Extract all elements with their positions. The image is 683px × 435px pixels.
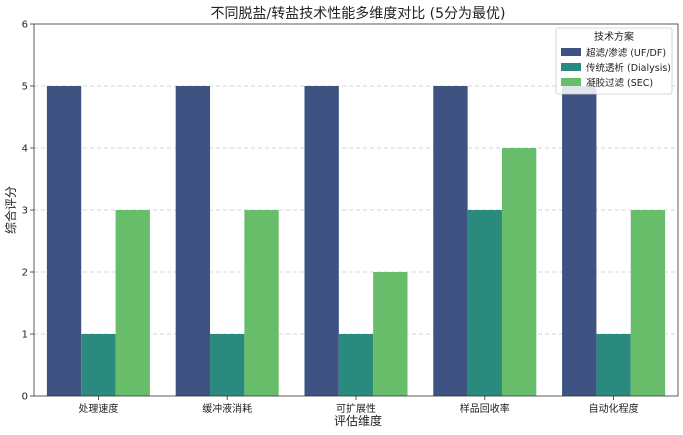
x-tick-label: 可扩展性 bbox=[336, 402, 376, 415]
x-axis-label: 评估维度 bbox=[334, 413, 382, 428]
bar bbox=[373, 272, 408, 396]
y-tick-label: 6 bbox=[22, 20, 28, 31]
bar bbox=[175, 86, 211, 396]
x-tick-label: 样品回收率 bbox=[460, 402, 510, 415]
bar bbox=[304, 86, 339, 396]
bar bbox=[467, 210, 502, 396]
x-tick-label: 自动化程度 bbox=[589, 402, 639, 415]
bar bbox=[596, 334, 631, 396]
bar bbox=[562, 86, 597, 396]
y-tick-label: 2 bbox=[22, 268, 28, 279]
bar bbox=[210, 334, 245, 396]
y-tick-label: 5 bbox=[22, 82, 28, 93]
x-tick-label: 缓冲液消耗 bbox=[202, 402, 252, 415]
legend-label: 传统透析 (Dialysis) bbox=[586, 62, 671, 74]
bar bbox=[115, 210, 150, 396]
legend: 技术方案 超滤/渗滤 (UF/DF) 传统透析 (Dialysis) 凝胶过滤 (S… bbox=[555, 27, 673, 95]
legend-swatch bbox=[561, 63, 581, 71]
y-tick-label: 3 bbox=[22, 206, 28, 217]
x-axis-ticks: 处理速度 缓冲液消耗 可扩展性 样品回收率 自动化程度 bbox=[78, 396, 639, 415]
legend-label: 超滤/渗滤 (UF/DF) bbox=[586, 47, 666, 59]
legend-items: 超滤/渗滤 (UF/DF) 传统透析 (Dialysis) 凝胶过滤 (SEC) bbox=[561, 47, 671, 89]
y-tick-label: 0 bbox=[22, 392, 28, 403]
x-tick-label: 处理速度 bbox=[78, 402, 118, 415]
bars bbox=[46, 86, 666, 396]
legend-swatch bbox=[561, 48, 581, 56]
bar bbox=[81, 334, 116, 396]
bar bbox=[244, 210, 279, 396]
legend-title: 技术方案 bbox=[594, 30, 634, 43]
bar bbox=[501, 148, 537, 396]
y-axis-ticks: 0 1 2 3 4 5 6 bbox=[22, 20, 34, 403]
bar bbox=[630, 210, 666, 396]
y-tick-label: 1 bbox=[22, 330, 28, 341]
legend-swatch bbox=[561, 78, 581, 86]
bar bbox=[338, 334, 374, 396]
bar bbox=[433, 86, 468, 396]
legend-box bbox=[555, 27, 673, 95]
y-tick-label: 4 bbox=[22, 144, 28, 155]
chart-title: 不同脱盐/转盐技术性能多维度对比 (5分为最优) bbox=[211, 5, 506, 22]
y-axis-label: 综合评分 bbox=[3, 186, 18, 234]
legend-label: 凝胶过滤 (SEC) bbox=[586, 77, 653, 89]
bar bbox=[46, 86, 82, 396]
